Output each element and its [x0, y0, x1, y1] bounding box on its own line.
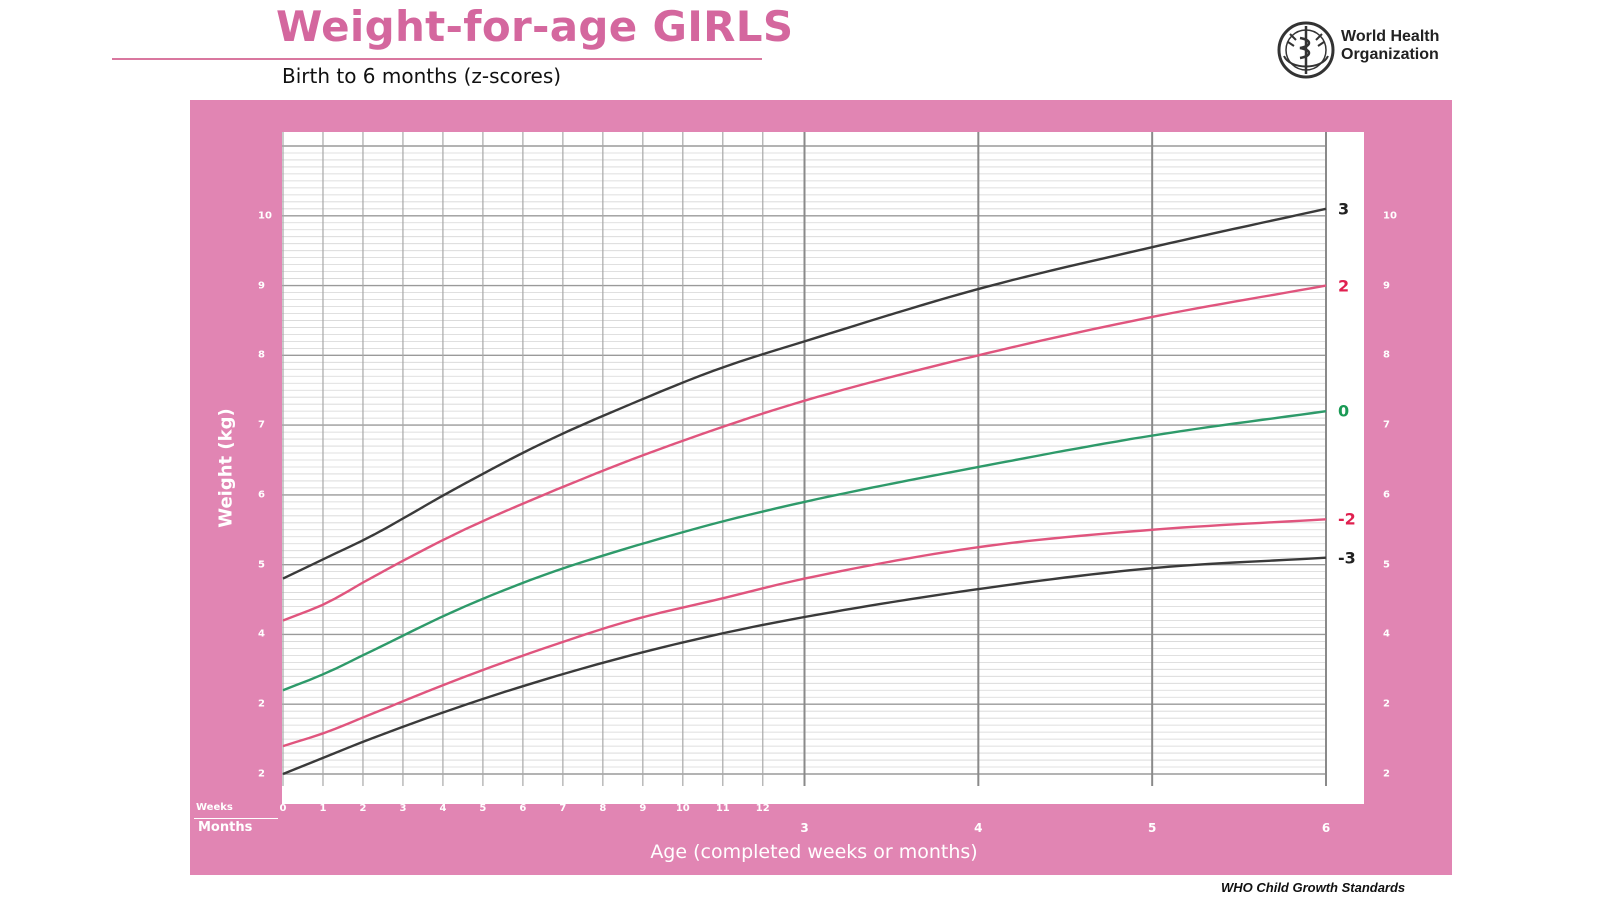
x-tick-label-week: 8 — [599, 803, 607, 814]
z-score-label: -3 — [1338, 548, 1356, 568]
x-tick-label-week: 2 — [359, 803, 367, 814]
series-line-z-2 — [282, 518, 1327, 748]
x-tick-label-week: 1 — [319, 803, 327, 814]
y-tick-label: 5 — [258, 559, 265, 571]
series-line-z-3 — [282, 556, 1327, 776]
who-org-name: World Health Organization — [1341, 28, 1439, 64]
y-tick-label: 7 — [1383, 419, 1390, 431]
y-tick-label: 10 — [258, 210, 272, 222]
chart-title: Weight-for-age GIRLS — [276, 2, 794, 51]
x-tick-label-month: 6 — [1321, 821, 1331, 835]
z-score-label: 3 — [1338, 199, 1350, 219]
weeks-axis-label: Weeks — [196, 802, 233, 813]
x-axis-label: Age (completed weeks or months) — [650, 841, 978, 863]
x-tick-label-month: 3 — [800, 821, 809, 835]
y-tick-label: 5 — [1383, 559, 1390, 571]
series-line-z0 — [282, 410, 1327, 692]
months-axis-label: Months — [198, 820, 253, 835]
x-tick-label-week: 10 — [675, 803, 690, 814]
title-rule — [112, 58, 762, 60]
y-tick-label: 8 — [1383, 349, 1390, 361]
y-tick-label: 2 — [258, 768, 265, 780]
who-emblem-icon — [1277, 21, 1335, 79]
y-tick-label: 2 — [258, 698, 265, 710]
y-tick-label: 10 — [1383, 210, 1397, 222]
x-tick-label-week: 11 — [715, 803, 730, 814]
y-tick-label: 4 — [258, 628, 265, 640]
x-tick-label-month: 4 — [974, 821, 983, 835]
z-score-label: 0 — [1338, 401, 1350, 421]
x-tick-label-week: 12 — [755, 803, 770, 814]
y-tick-label: 4 — [1383, 628, 1390, 640]
y-axis-label: Weight (kg) — [215, 408, 237, 528]
chart-svg — [282, 132, 1327, 786]
org-line-1: World Health — [1341, 28, 1440, 45]
z-score-label: -2 — [1338, 509, 1356, 529]
x-tick-label-week: 5 — [479, 803, 487, 814]
axis-label-divider — [194, 818, 278, 819]
x-tick-label-week: 0 — [279, 803, 287, 814]
x-tick-label-week: 3 — [399, 803, 407, 814]
y-tick-label: 6 — [258, 489, 265, 501]
y-tick-label: 6 — [1383, 489, 1390, 501]
org-line-2: Organization — [1341, 46, 1439, 63]
y-tick-label: 9 — [258, 280, 265, 292]
chart-subtitle: Birth to 6 months (z-scores) — [282, 64, 562, 88]
z-score-label: 2 — [1338, 276, 1350, 296]
x-tick-label-week: 6 — [519, 803, 527, 814]
series-line-z3 — [282, 207, 1327, 580]
y-tick-label: 8 — [258, 349, 265, 361]
footer-source: WHO Child Growth Standards — [1221, 880, 1406, 895]
y-tick-label: 7 — [258, 419, 265, 431]
x-tick-label-week: 7 — [559, 803, 567, 814]
series-line-z2 — [282, 284, 1327, 622]
x-tick-label-week: 4 — [439, 803, 447, 814]
plot-area — [282, 132, 1364, 804]
y-tick-label: 2 — [1383, 698, 1390, 710]
y-tick-label: 2 — [1383, 768, 1390, 780]
y-tick-label: 9 — [1383, 280, 1390, 292]
x-tick-label-month: 5 — [1147, 821, 1157, 835]
x-tick-label-week: 9 — [639, 803, 647, 814]
